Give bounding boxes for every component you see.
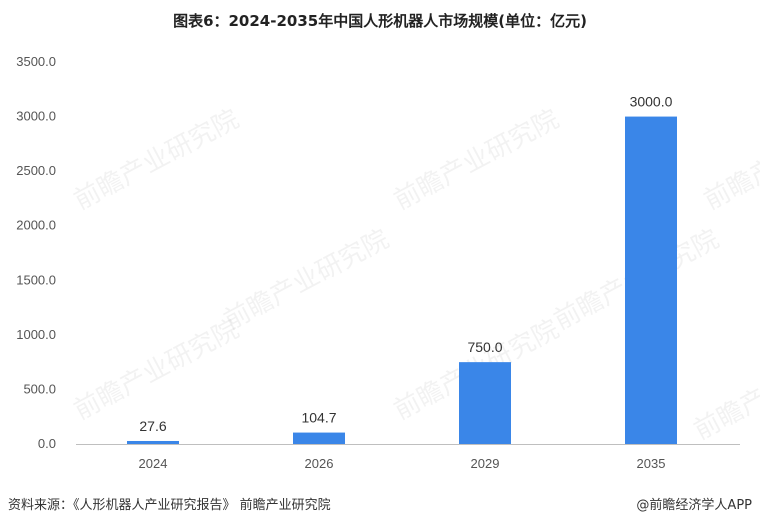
y-tick-label: 1500.0 xyxy=(16,272,56,287)
y-tick-label: 1000.0 xyxy=(16,327,56,342)
y-tick-label: 3000.0 xyxy=(16,109,56,124)
credit-note: @前瞻经济学人APP xyxy=(636,498,752,513)
y-tick-label: 3500.0 xyxy=(16,54,56,69)
bars-group: 27.6 104.7 750.0 3000.0 xyxy=(127,94,677,445)
chart-title: 图表6：2024-2035年中国人形机器人市场规模(单位：亿元) xyxy=(173,12,587,30)
x-axis-ticks: 2024 2026 2029 2035 xyxy=(139,456,666,471)
watermark-text: 前瞻产业研究院 xyxy=(69,314,244,426)
x-tick-label: 2035 xyxy=(637,456,666,471)
watermark-text: 前瞻产业研究院 xyxy=(689,334,760,446)
x-tick-label: 2029 xyxy=(471,456,500,471)
bar-value-label: 27.6 xyxy=(139,418,166,434)
bar-value-label: 3000.0 xyxy=(630,94,673,110)
bar xyxy=(625,116,677,445)
y-tick-label: 2000.0 xyxy=(16,218,56,233)
bar xyxy=(127,440,179,444)
source-note: 资料来源：《人形机器人产业研究报告》 前瞻产业研究院 xyxy=(8,498,331,513)
x-tick-label: 2024 xyxy=(139,456,168,471)
x-tick-label: 2026 xyxy=(305,456,334,471)
watermark-text: 前瞻产业研究院 xyxy=(69,104,244,216)
bar xyxy=(293,432,345,444)
y-tick-label: 2500.0 xyxy=(16,163,56,178)
y-tick-label: 500.0 xyxy=(23,381,56,396)
watermark-text: 前瞻产业研究院 xyxy=(699,104,760,216)
y-tick-label: 0.0 xyxy=(38,436,56,451)
y-axis-ticks: 0.0 500.0 1000.0 1500.0 2000.0 2500.0 3000.0 35… xyxy=(16,54,56,451)
bar-value-label: 104.7 xyxy=(301,410,336,426)
bar xyxy=(459,362,511,444)
watermark-text: 前瞻产业研究院 xyxy=(389,104,564,216)
watermark-text: 前瞻产业研究院 xyxy=(219,224,394,336)
bar-value-label: 750.0 xyxy=(467,339,502,355)
